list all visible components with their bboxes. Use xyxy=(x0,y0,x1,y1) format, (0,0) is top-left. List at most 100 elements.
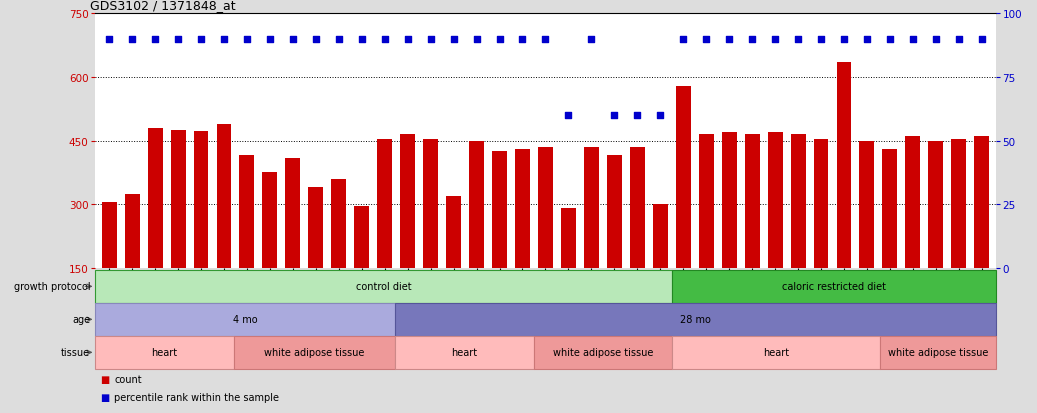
Bar xyxy=(790,135,806,332)
Point xyxy=(974,36,990,43)
Bar xyxy=(607,156,622,332)
Point xyxy=(445,36,461,43)
Text: heart: heart xyxy=(763,347,789,358)
Point xyxy=(216,36,232,43)
Point xyxy=(859,36,875,43)
Bar xyxy=(584,147,598,332)
Text: white adipose tissue: white adipose tissue xyxy=(553,347,653,358)
Text: GDS3102 / 1371848_at: GDS3102 / 1371848_at xyxy=(90,0,235,12)
Point xyxy=(170,36,187,43)
Bar xyxy=(538,147,553,332)
Text: 4 mo: 4 mo xyxy=(233,315,258,325)
Point xyxy=(836,36,852,43)
Bar xyxy=(446,196,461,332)
Bar xyxy=(975,137,989,332)
Text: white adipose tissue: white adipose tissue xyxy=(264,347,365,358)
Point xyxy=(583,36,599,43)
Point xyxy=(193,36,209,43)
Bar xyxy=(722,133,736,332)
Bar xyxy=(217,124,231,332)
Bar xyxy=(469,141,484,332)
Point xyxy=(331,36,347,43)
Point xyxy=(881,36,898,43)
Bar xyxy=(171,131,186,332)
Text: growth protocol: growth protocol xyxy=(13,282,90,292)
Bar xyxy=(308,188,324,332)
Text: count: count xyxy=(114,374,142,384)
Bar xyxy=(147,128,163,332)
Bar xyxy=(285,158,301,332)
Bar xyxy=(355,207,369,332)
Bar xyxy=(124,194,140,332)
Point xyxy=(698,36,714,43)
Text: 28 mo: 28 mo xyxy=(680,315,711,325)
Bar xyxy=(493,152,507,332)
Bar xyxy=(395,303,996,336)
Bar xyxy=(672,336,880,369)
Text: caloric restricted diet: caloric restricted diet xyxy=(782,282,886,292)
Text: white adipose tissue: white adipose tissue xyxy=(888,347,988,358)
Point xyxy=(376,36,393,43)
Point xyxy=(399,36,416,43)
Point xyxy=(813,36,830,43)
Point xyxy=(469,36,485,43)
Bar xyxy=(837,63,851,332)
Bar xyxy=(676,86,691,332)
Text: tissue: tissue xyxy=(61,347,90,358)
Text: control diet: control diet xyxy=(356,282,412,292)
Bar xyxy=(860,141,874,332)
Bar xyxy=(767,133,783,332)
Bar xyxy=(377,139,392,332)
Text: heart: heart xyxy=(151,347,177,358)
Bar xyxy=(882,150,897,332)
Bar xyxy=(699,135,713,332)
Bar xyxy=(561,209,576,332)
Bar xyxy=(672,270,996,303)
Bar xyxy=(423,139,438,332)
Point xyxy=(790,36,807,43)
Text: percentile rank within the sample: percentile rank within the sample xyxy=(114,392,279,402)
Bar xyxy=(653,205,668,332)
Point xyxy=(652,113,669,119)
Point xyxy=(927,36,944,43)
Point xyxy=(308,36,325,43)
Bar xyxy=(262,173,277,332)
Bar xyxy=(534,336,672,369)
Bar xyxy=(234,336,395,369)
Bar xyxy=(928,141,944,332)
Text: ■: ■ xyxy=(101,392,110,402)
Bar xyxy=(95,303,395,336)
Bar xyxy=(880,336,996,369)
Bar xyxy=(102,203,116,332)
Text: ■: ■ xyxy=(101,374,110,384)
Bar xyxy=(400,135,415,332)
Bar xyxy=(332,179,346,332)
Bar xyxy=(951,139,966,332)
Point xyxy=(492,36,508,43)
Point xyxy=(744,36,760,43)
Bar xyxy=(745,135,759,332)
Point xyxy=(284,36,301,43)
Point xyxy=(560,113,577,119)
Point xyxy=(239,36,255,43)
Point xyxy=(422,36,439,43)
Point xyxy=(354,36,370,43)
Text: age: age xyxy=(73,315,90,325)
Bar xyxy=(95,270,672,303)
Bar xyxy=(95,336,234,369)
Point xyxy=(766,36,783,43)
Point xyxy=(514,36,531,43)
Bar xyxy=(515,150,530,332)
Point xyxy=(123,36,140,43)
Bar xyxy=(905,137,920,332)
Point xyxy=(537,36,554,43)
Point xyxy=(261,36,278,43)
Point xyxy=(101,36,117,43)
Point xyxy=(951,36,968,43)
Text: heart: heart xyxy=(452,347,478,358)
Point xyxy=(147,36,164,43)
Bar xyxy=(194,132,208,332)
Point xyxy=(629,113,646,119)
Bar xyxy=(240,156,254,332)
Bar xyxy=(395,336,534,369)
